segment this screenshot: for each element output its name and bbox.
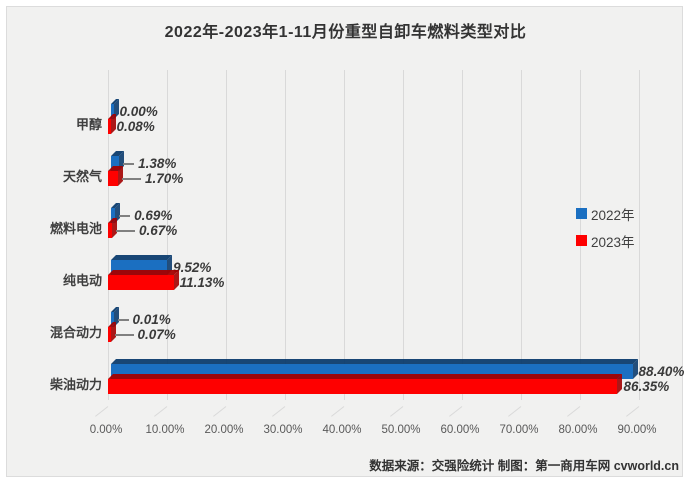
- data-label-2022年: 88.40%: [638, 364, 685, 379]
- bar-2023年-纯电动: [108, 275, 174, 290]
- x-axis-tick-label: 30.00%: [263, 424, 303, 436]
- gridline: [403, 70, 404, 400]
- x-axis-tick-label: 80.00%: [558, 424, 598, 436]
- bar-2023年-混合动力: [108, 327, 111, 342]
- data-label-2023年: 11.13%: [179, 275, 225, 290]
- x-axis-tick-label: 40.00%: [322, 424, 362, 436]
- x-axis-tick-label: 50.00%: [381, 424, 421, 436]
- chart-title: 2022年-2023年1-11月份重型自卸车燃料类型对比: [164, 24, 527, 41]
- legend-label-2023: 2023年: [591, 234, 635, 250]
- bar-2022年-天然气: [111, 156, 120, 171]
- data-label-2023年: 0.67%: [138, 223, 178, 238]
- data-label-2023年: 86.35%: [623, 379, 670, 394]
- data-label-2022年: 0.01%: [132, 312, 171, 327]
- legend-label-2022: 2022年: [591, 207, 635, 223]
- gridline: [521, 70, 522, 400]
- data-label-leader-line: [115, 230, 135, 232]
- legend-item-2023: 2023年: [576, 227, 635, 254]
- category-label: 柴油动力: [49, 377, 102, 392]
- bar-2023年-燃料电池: [108, 223, 112, 238]
- bar-2022年-混合动力: [111, 312, 114, 327]
- data-label-2023年: 1.70%: [145, 171, 184, 186]
- x-axis-tick-label: 20.00%: [204, 424, 244, 436]
- x-axis-tick-label: 0.00%: [89, 424, 123, 436]
- x-axis-tick-label: 60.00%: [440, 424, 480, 436]
- legend-item-2022: 2022年: [576, 200, 635, 227]
- source-footer: 数据来源：交强险统计 制图：第一商用车网 cvworld.cn: [369, 459, 679, 473]
- gridline: [344, 70, 345, 400]
- data-label-leader-line: [114, 334, 134, 336]
- gridline: [639, 70, 640, 400]
- data-label-2023年: 0.07%: [137, 327, 176, 342]
- bar-2023年-柴油动力: [108, 379, 618, 394]
- legend: 2022年 2023年: [576, 200, 635, 254]
- data-label-leader-line: [117, 319, 129, 321]
- legend-swatch-2023: [576, 235, 587, 246]
- x-axis-tick-label: 10.00%: [145, 424, 185, 436]
- data-label-leader-line: [123, 163, 135, 165]
- gridline: [462, 70, 463, 400]
- bar-2022年-燃料电池: [111, 208, 116, 223]
- bar-2023年-甲醇: [108, 119, 111, 134]
- gridline: [285, 70, 286, 400]
- bar-2023年-天然气: [108, 171, 119, 186]
- data-label-2022年: 9.52%: [173, 260, 212, 275]
- data-label-2023年: 0.08%: [116, 119, 155, 134]
- data-label-2022年: 0.00%: [119, 104, 158, 119]
- data-label-leader-line: [119, 215, 131, 217]
- bar-2022年-甲醇: [111, 104, 114, 119]
- x-axis-tick-label: 90.00%: [617, 424, 657, 436]
- legend-swatch-2022: [576, 208, 587, 219]
- data-label-leader-line: [122, 178, 142, 180]
- category-label: 甲醇: [75, 117, 102, 132]
- category-label: 燃料电池: [49, 221, 102, 236]
- data-label-2022年: 1.38%: [138, 156, 177, 171]
- category-label: 混合动力: [49, 325, 102, 340]
- gridline: [167, 70, 168, 400]
- category-label: 天然气: [62, 169, 102, 184]
- gridline: [226, 70, 227, 400]
- category-label: 纯电动: [62, 273, 102, 288]
- data-label-2022年: 0.69%: [134, 208, 173, 223]
- x-axis-tick-label: 70.00%: [499, 424, 539, 436]
